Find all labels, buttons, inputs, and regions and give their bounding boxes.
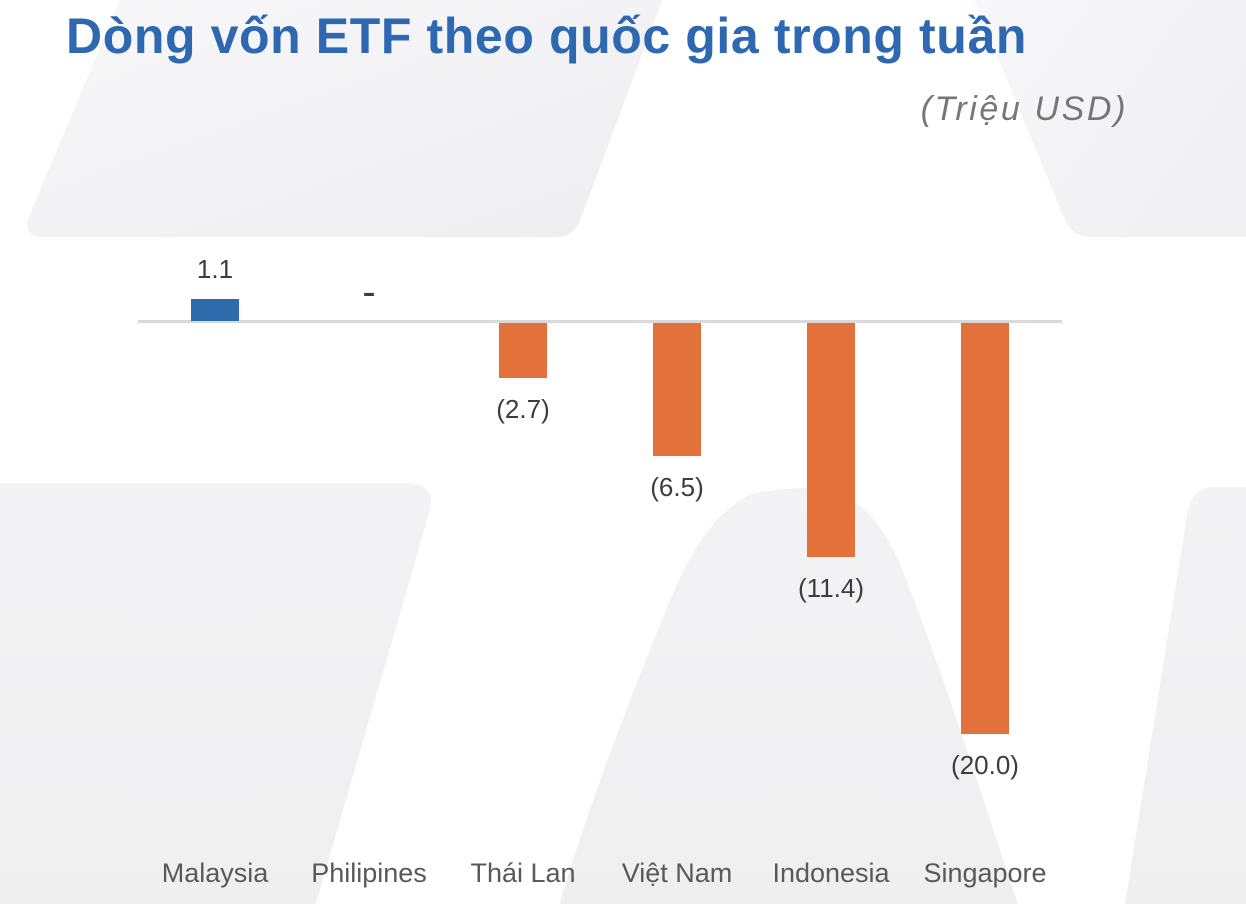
chart-unit-label: (Triệu USD): [920, 90, 1128, 128]
category-label-indonesia: Indonesia: [772, 858, 890, 888]
value-label-philipines: -: [362, 270, 376, 314]
category-label-singapore: Singapore: [923, 858, 1047, 888]
bar-malaysia: [191, 298, 239, 322]
bar-thai-lan: [499, 322, 547, 379]
watermark-shape-top-left: [27, 0, 663, 237]
category-label-malaysia: Malaysia: [161, 858, 269, 888]
value-label-indonesia: (11.4): [798, 572, 864, 603]
watermark-shape-bottom-right: [1124, 487, 1246, 904]
bar-viet-nam: [653, 322, 701, 457]
value-label-singapore: (20.0): [951, 749, 1019, 780]
watermark-shape-mountain: [559, 488, 1019, 904]
bar-indonesia: [807, 322, 855, 557]
x-axis-zero-line: [138, 320, 1062, 323]
watermark-shape-bottom-left: [0, 483, 431, 904]
category-label-thai-lan: Thái Lan: [470, 858, 576, 888]
chart-title: Dòng vốn ETF theo quốc gia trong tuần: [66, 8, 1027, 64]
value-label-viet-nam: (6.5): [650, 472, 704, 503]
category-label-viet-nam: Việt Nam: [621, 858, 733, 888]
bar-singapore: [961, 322, 1009, 734]
watermark-shape-top-right: [974, 0, 1246, 237]
category-label-philipines: Philipines: [311, 858, 427, 888]
value-label-thai-lan: (2.7): [496, 394, 550, 425]
value-label-malaysia: 1.1: [196, 253, 234, 284]
